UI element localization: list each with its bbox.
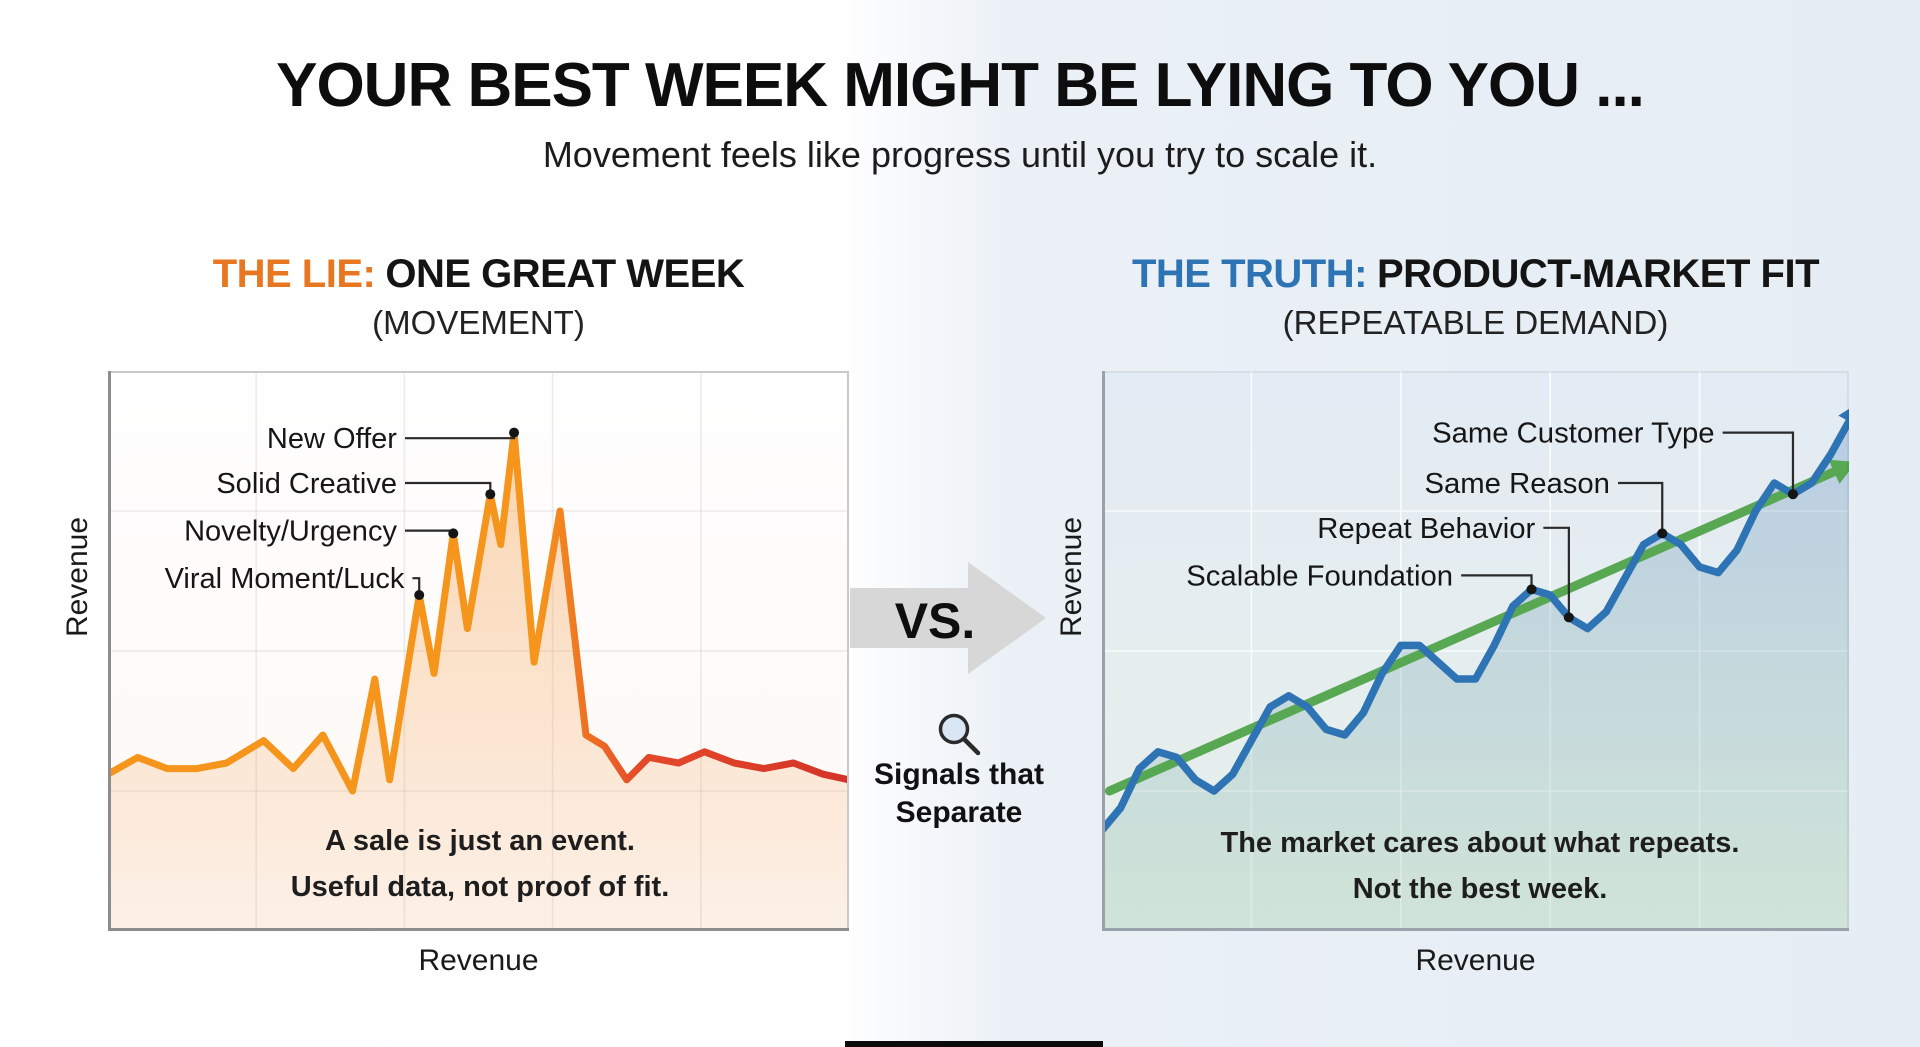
annotation-dot [1787,489,1799,500]
right-caption-line1: The market cares about what repeats. [1220,827,1740,859]
versus-label: VS. [894,593,976,649]
lie-chart-svg: New Offer Solid Creative Novelty/Urgency Vi… [108,371,849,931]
right-y-axis-label: Revenue [1055,516,1088,638]
repeatable-demand-revenue [1102,417,1849,834]
bottom-bar [845,1041,1103,1047]
annotation-connector [1543,526,1570,618]
left-x-axis-label: Revenue [418,944,539,977]
series-fill [108,432,849,931]
annotation-dot [485,489,496,500]
annotation-dot [1563,612,1574,623]
right-panel-title: THE TRUTH: PRODUCT-MARKET FIT [1102,252,1849,297]
signals-line2: Separate [895,796,1023,829]
annotation-connector [412,577,421,595]
truth-chart: Same Customer Type Same Reason Repeat Beha… [1102,371,1849,931]
annotation-label: Solid Creative [216,468,397,500]
annotation-dot [1657,528,1668,539]
annotation-dot [414,590,425,600]
annotation-dot [448,528,459,539]
left-chart-caption: A sale is just an event. Useful data, no… [150,818,810,910]
left-panel-title: THE LIE: ONE GREAT WEEK [108,252,849,297]
left-title-main: ONE GREAT WEEK [385,252,745,296]
signals-caption: Signals that Separate [829,756,1089,832]
trend-arrow [1104,467,1839,796]
annotation-label: Scalable Foundation [1186,561,1453,593]
signals-line1: Signals that [873,758,1045,791]
annotation-label: Repeat Behavior [1317,513,1535,545]
lie-chart: New Offer Solid Creative Novelty/Urgency Vi… [108,371,849,931]
annotation-label: Novelty/Urgency [184,516,397,548]
annotation-dot [1526,584,1537,595]
page-title: YOUR BEST WEEK MIGHT BE LYING TO YOU ... [276,51,1645,120]
arrowhead [1838,408,1849,422]
left-caption-line1: A sale is just an event. [325,825,635,857]
right-caption-line2: Not the best week. [1352,873,1608,905]
annotation-label: Same Customer Type [1432,418,1714,450]
left-panel-subtitle: (MOVEMENT) [372,304,585,341]
annotation-label: Viral Moment/Luck [165,563,405,595]
right-arrow-icon [850,562,1046,674]
right-title-prefix: THE TRUTH: [1131,252,1367,296]
right-title-main: PRODUCT-MARKET FIT [1376,252,1820,296]
right-chart-caption: The market cares about what repeats. Not… [1140,820,1820,912]
annotation-dot [509,427,520,438]
right-x-axis-label: Revenue [1415,944,1536,977]
right-panel-subtitle: (REPEATABLE DEMAND) [1282,304,1669,341]
truth-chart-svg: Same Customer Type Same Reason Repeat Beha… [1102,371,1849,931]
annotation-connector [1722,431,1795,495]
arrowhead [1828,459,1849,484]
left-caption-line2: Useful data, not proof of fit. [290,871,670,903]
left-y-axis-label: Revenue [61,516,94,638]
left-title-prefix: THE LIE: [212,252,376,296]
annotation-connector [1618,481,1664,534]
annotation-label: Same Reason [1425,468,1610,500]
annotation-label: New Offer [267,423,397,455]
page-subtitle: Movement feels like progress until you t… [542,134,1378,175]
magnifier-icon [938,713,981,756]
